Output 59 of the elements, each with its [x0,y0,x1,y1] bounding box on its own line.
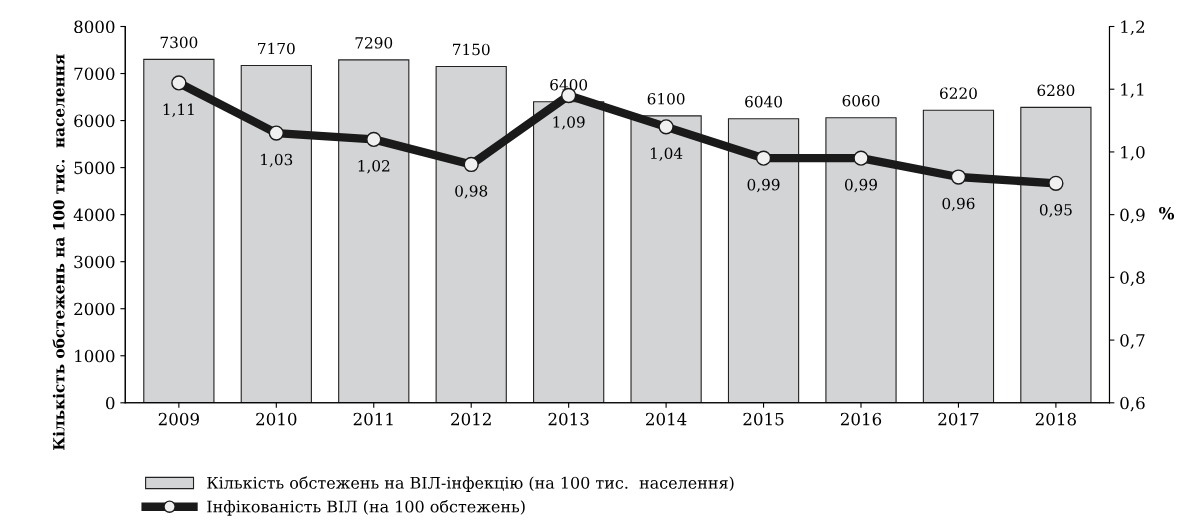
data-label: 0,99 [747,178,780,193]
legend-label: Кількість обстежень на ВІЛ-інфекцію (на 100 тис. населення) [207,476,734,492]
data-label: 1,03 [261,153,293,168]
data-label: 6100 [647,93,685,105]
point [658,119,674,135]
data-label: 6040 [745,95,782,108]
data-label: 0,95 [1039,203,1072,218]
data-label: 6400 [550,78,588,91]
x-tick-label: 2012 [451,412,491,426]
data-label: 6220 [940,87,977,99]
y-tick-label: 6000 [74,114,115,128]
y2-tick-label: 0,6 [1120,396,1145,412]
y2-tick-label: 0,8 [1120,271,1145,286]
y-tick-label: 0 [106,396,115,410]
point [1048,175,1064,191]
y2-tick-label: 0,7 [1120,334,1145,349]
x-tick-label: 2016 [840,412,882,426]
x-tick-label: 2014 [646,412,687,426]
data-label: 0,98 [455,185,488,199]
y-tick-label: 3000 [74,255,115,269]
data-label: 7290 [355,37,393,49]
point [463,156,479,173]
x-tick-label: 2017 [938,412,979,426]
data-label: 0,96 [942,197,975,212]
data-label: 6060 [842,94,880,107]
data-label: 1,09 [553,116,585,130]
point [171,75,187,91]
data-label: 1,02 [358,160,390,174]
data-label: 1,04 [650,147,683,161]
point [755,150,772,166]
y-tick-label: 8000 [74,20,115,34]
x-tick-label: 2011 [353,412,393,426]
y-axis-title: Кількість обстежень на 100 тис. населення [52,54,65,451]
x-tick-label: 2010 [256,412,297,426]
y-tick-label: 1000 [75,349,115,363]
x-tick-label: 2009 [158,412,199,426]
data-label: 0,99 [845,178,877,193]
y2-axis-title: % [1159,206,1175,220]
legend-label: Інфікованість ВІЛ (на 100 обстежень) [207,499,525,516]
data-label: 7150 [453,43,490,56]
y2-tick-label: 1,0 [1121,145,1145,161]
x-tick-label: 2018 [1035,412,1076,426]
x-tick-label: 2015 [743,412,784,426]
point [853,150,869,166]
y2-tick-label: 1,2 [1121,20,1145,36]
data-label: 1,11 [163,103,194,118]
data-label: 6280 [1037,84,1075,97]
point [950,169,967,185]
x-tick-label: 2013 [548,412,589,426]
y-tick-label: 5000 [74,161,115,175]
y2-tick-label: 0,9 [1120,208,1145,224]
y-tick-label: 7000 [74,67,115,81]
data-label: 7170 [258,42,295,55]
y2-tick-label: 1,1 [1121,83,1144,98]
y-tick-label: 2000 [74,302,115,316]
data-label: 7300 [160,36,198,49]
point [268,125,284,141]
point [366,131,382,148]
y-tick-label: 4000 [73,208,115,222]
